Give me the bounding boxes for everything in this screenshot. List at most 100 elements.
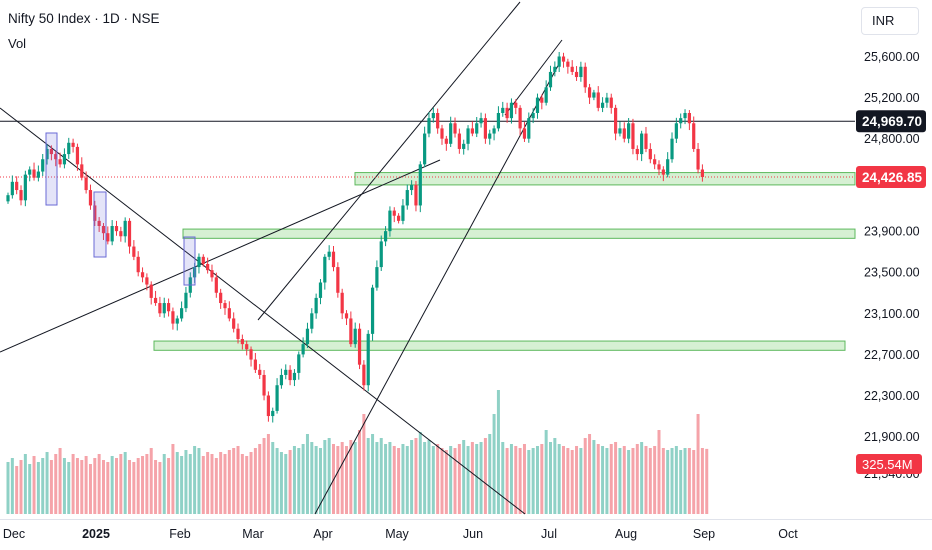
candle-body [401, 205, 405, 221]
candle-body [410, 184, 414, 191]
candle-body [570, 66, 574, 72]
candle-body [518, 107, 522, 129]
candle-body [540, 97, 544, 103]
candle-body [440, 128, 444, 139]
volume-bar [75, 458, 79, 514]
candle-body [10, 181, 14, 196]
volume-indicator-label[interactable]: Vol [8, 36, 27, 51]
highlight-box[interactable] [45, 132, 58, 206]
support-zone[interactable] [354, 172, 856, 186]
volume-bar [97, 454, 101, 514]
price-tick-label: 25,600.00 [864, 50, 920, 64]
candlesticks [6, 51, 704, 423]
volume-bar [323, 440, 327, 514]
candle-body [145, 277, 149, 285]
candle-body [444, 138, 448, 144]
volume-bar [418, 432, 422, 514]
volume-bar [266, 434, 270, 514]
volume-bar [184, 450, 188, 514]
price-tick-label: 22,700.00 [864, 348, 920, 362]
candle-body [700, 169, 704, 178]
trendline[interactable] [314, 61, 561, 515]
candle-body [449, 123, 453, 144]
volume-bar [514, 446, 518, 514]
candle-body [227, 308, 231, 319]
time-tick-label: Dec [3, 527, 25, 541]
candle-body [661, 169, 665, 175]
candle-body [54, 154, 58, 160]
price-tick-label: 24,800.00 [864, 132, 920, 146]
volume-bar [158, 462, 162, 514]
volume-bar [301, 444, 305, 514]
support-zone[interactable] [153, 340, 846, 351]
candle-body [106, 233, 110, 242]
candle-body [271, 410, 275, 417]
candle-body [275, 385, 279, 411]
volume-bar [479, 442, 483, 514]
volume-bar [110, 456, 114, 514]
candle-body [80, 164, 84, 178]
volume-badge [856, 454, 922, 474]
candle-body [197, 256, 201, 268]
volume-bar [397, 448, 401, 514]
volume-bar [609, 444, 613, 514]
candle-body [566, 61, 570, 67]
volume-bar [384, 444, 388, 514]
candle-body [544, 87, 548, 103]
volume-bar [457, 444, 461, 514]
candle-body [6, 195, 10, 202]
candle-body [535, 97, 540, 113]
candle-body [119, 231, 123, 237]
volume-bar [449, 446, 453, 514]
volume-bar [162, 454, 166, 514]
candle-body [622, 128, 626, 139]
volume-bar [648, 448, 652, 514]
trendline[interactable] [504, 39, 563, 116]
candle-body [67, 142, 71, 155]
candle-body [648, 148, 652, 160]
volume-bar [358, 430, 362, 514]
volume-bar [466, 446, 470, 514]
candle-body [670, 138, 674, 160]
candle-body [522, 128, 527, 139]
volume-bar [275, 448, 279, 514]
candle-body [574, 71, 579, 78]
trendline[interactable] [0, 107, 526, 515]
trendline[interactable] [0, 159, 441, 353]
candle-body [627, 123, 631, 139]
price-badge [856, 110, 926, 133]
candle-body [336, 267, 340, 293]
candle-body [41, 159, 45, 172]
candle-body [279, 374, 284, 386]
candle-body [674, 123, 678, 139]
volume-bar [353, 442, 357, 514]
candle-body [340, 292, 344, 314]
candle-body [631, 123, 635, 149]
currency-selector[interactable]: INR [861, 7, 919, 35]
trendline[interactable] [257, 1, 521, 321]
candle-body [392, 210, 396, 216]
candle-body [236, 328, 240, 339]
volume-bar [297, 448, 301, 514]
price-tick-label: 21,900.00 [864, 430, 920, 444]
highlight-box[interactable] [93, 191, 107, 258]
volume-bar [219, 452, 223, 514]
highlight-box[interactable] [183, 236, 196, 286]
candle-body [357, 328, 362, 365]
volume-bar [631, 448, 635, 514]
candle-body [15, 181, 19, 191]
candle-body [349, 318, 353, 345]
volume-bar [653, 446, 657, 514]
candle-body [301, 344, 305, 355]
volume-bar [340, 442, 344, 514]
volume-bar [88, 464, 92, 514]
support-zone[interactable] [182, 228, 856, 239]
candle-body [509, 102, 514, 119]
volume-bar [405, 446, 409, 514]
volume-bar [423, 442, 427, 514]
volume-bar [488, 434, 492, 514]
volume-bar [175, 452, 179, 514]
candle-body [323, 256, 327, 283]
volume-bar [670, 448, 674, 514]
